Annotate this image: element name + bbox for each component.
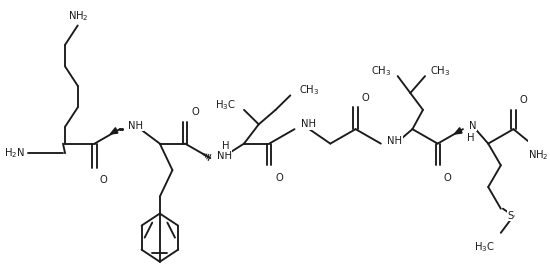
Text: O: O <box>276 172 283 183</box>
Text: N: N <box>469 120 477 130</box>
Text: NH: NH <box>301 119 316 129</box>
Text: H: H <box>222 141 229 151</box>
Text: CH$_3$: CH$_3$ <box>299 84 319 97</box>
Text: NH: NH <box>387 136 402 146</box>
Text: O: O <box>100 175 108 185</box>
Text: O: O <box>362 93 370 103</box>
Text: H$_2$N: H$_2$N <box>4 146 25 160</box>
Text: O: O <box>191 107 199 117</box>
Text: O: O <box>520 95 527 105</box>
Text: NH$_2$: NH$_2$ <box>68 9 88 23</box>
Text: NH$_2$: NH$_2$ <box>528 148 548 162</box>
Text: H$_3$C: H$_3$C <box>215 98 235 112</box>
Text: CH$_3$: CH$_3$ <box>430 64 451 78</box>
Text: O: O <box>444 172 452 183</box>
Polygon shape <box>454 128 462 134</box>
Text: CH$_3$: CH$_3$ <box>371 64 392 78</box>
Text: S: S <box>507 211 513 221</box>
Text: H$_3$C: H$_3$C <box>474 240 494 254</box>
Text: NH: NH <box>128 120 143 130</box>
Polygon shape <box>111 128 118 134</box>
Text: H: H <box>467 133 475 143</box>
Text: NH: NH <box>217 151 232 161</box>
